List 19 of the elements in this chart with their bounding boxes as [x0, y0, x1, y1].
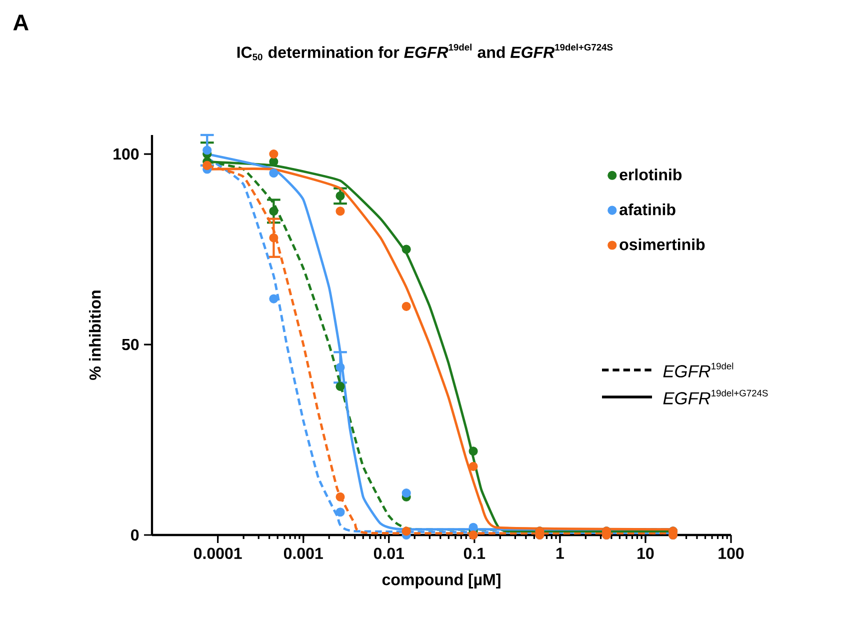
legend-label: afatinib	[620, 204, 676, 216]
y-tick-label: 0	[131, 529, 139, 541]
chart-title: $\mbox{\bfseries IC}_{\mbox{\bfseries\scriptsize 50}}\mbox{\bfseries\ determination for \itshape EGFR}^{\mbox{\bfseries\scriptsize 19del}}\mbox{\bfseries\ and \itshape EGFR}^{\mbox{\bfseries\scriptsize 19del+G724S}}$	[237, 44, 613, 60]
annotation: $\mbox{\itshape EGFR}^{\mbox{\scriptsize 19del}}$	[663, 362, 734, 378]
y-tick-label: 100	[114, 148, 139, 160]
y-axis-title: % inhibition	[89, 290, 101, 380]
x-tick-label: 0.1	[464, 548, 486, 560]
x-tick-label: 0.0001	[194, 548, 242, 560]
y-tick-label: 50	[122, 338, 139, 350]
annotation: $\mbox{\itshape EGFR}^{\mbox{\scriptsize 19del+G724S}}$	[663, 390, 768, 404]
legend-label: erlotinib	[620, 168, 682, 180]
text: A	[13, 14, 28, 30]
x-tick-label: 100	[718, 548, 744, 560]
x-tick-label: 0.01	[374, 548, 404, 560]
legend-label: osimertinib	[620, 238, 705, 250]
x-tick-label: 1	[556, 548, 564, 559]
x-tick-label: 0.001	[284, 548, 323, 560]
x-tick-label: 10	[638, 548, 654, 560]
x-axis-title: compound [µM]	[382, 574, 500, 588]
